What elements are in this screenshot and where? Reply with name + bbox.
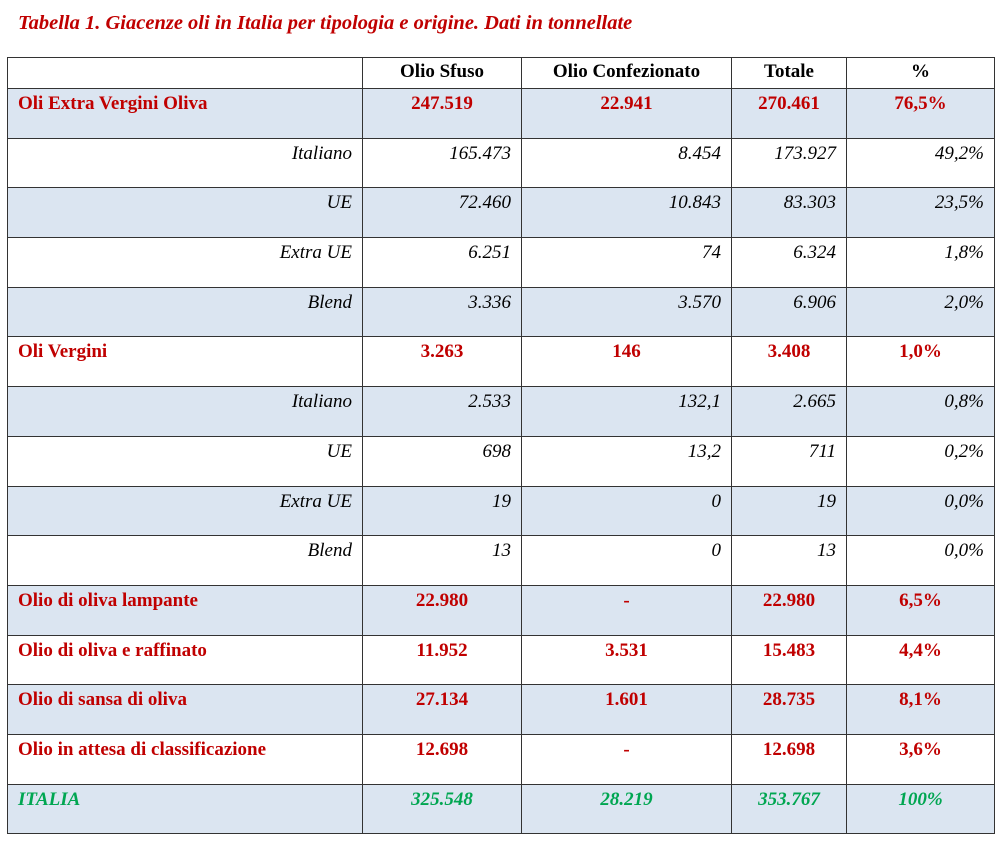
total-row: ITALIA 325.548 28.219 353.767 100% — [7, 783, 995, 835]
cell-label: Oli Extra Vergini Oliva — [7, 88, 363, 139]
cell-totale: 83.303 — [731, 187, 847, 239]
cell-olio-sfuso: 325.548 — [362, 783, 522, 835]
cell-olio-confezionato: 0 — [521, 535, 732, 586]
cell-totale: 13 — [731, 535, 847, 586]
cell-olio-confezionato: 3.570 — [521, 286, 732, 338]
cell-label: Olio di oliva e raffinato — [7, 634, 363, 686]
header-percent: % — [846, 57, 995, 89]
cell-percent: 23,5% — [846, 187, 995, 239]
cell-totale: 28.735 — [731, 684, 847, 735]
cell-olio-sfuso: 3.263 — [362, 336, 522, 388]
header-cell-empty — [7, 57, 363, 89]
cell-label: UE — [7, 187, 363, 239]
cell-olio-confezionato: 10.843 — [521, 187, 732, 239]
cell-percent: 3,6% — [846, 733, 995, 785]
cell-olio-sfuso: 27.134 — [362, 684, 522, 735]
header-row: Olio Sfuso Olio Confezionato Totale % — [7, 57, 995, 89]
cell-percent: 1,8% — [846, 237, 995, 288]
cell-label: Oli Vergini — [7, 336, 363, 388]
cell-totale: 353.767 — [731, 783, 847, 835]
cell-totale: 12.698 — [731, 733, 847, 785]
cell-olio-confezionato: 3.531 — [521, 634, 732, 686]
cell-olio-confezionato: 132,1 — [521, 386, 732, 437]
cell-percent: 8,1% — [846, 684, 995, 735]
header-totale: Totale — [731, 57, 847, 89]
cell-olio-sfuso: 22.980 — [362, 584, 522, 636]
table-caption: Tabella 1. Giacenze oli in Italia per ti… — [18, 12, 633, 34]
origin-row: Italiano 165.473 8.454 173.927 49,2% — [7, 137, 995, 189]
cell-percent: 0,2% — [846, 435, 995, 487]
cell-percent: 76,5% — [846, 88, 995, 139]
origin-row: Extra UE 6.251 74 6.324 1,8% — [7, 237, 995, 288]
origin-row: Extra UE 19 0 19 0,0% — [7, 485, 995, 537]
cell-percent: 1,0% — [846, 336, 995, 388]
cell-totale: 3.408 — [731, 336, 847, 388]
cell-label: Extra UE — [7, 485, 363, 537]
cell-label: Olio di sansa di oliva — [7, 684, 363, 735]
cell-olio-confezionato: - — [521, 733, 732, 785]
cell-percent: 49,2% — [846, 137, 995, 189]
category-row: Oli Extra Vergini Oliva 247.519 22.941 270.… — [7, 88, 995, 139]
category-row: Olio di sansa di oliva 27.134 1.601 28.735 8… — [7, 684, 995, 735]
category-row: Olio di oliva lampante 22.980-22.980 6,5% — [7, 584, 995, 636]
cell-olio-sfuso: 2.533 — [362, 386, 522, 437]
cell-olio-confezionato: 22.941 — [521, 88, 732, 139]
cell-totale: 15.483 — [731, 634, 847, 686]
cell-olio-confezionato: 8.454 — [521, 137, 732, 189]
cell-olio-sfuso: 698 — [362, 435, 522, 487]
cell-percent: 2,0% — [846, 286, 995, 338]
cell-olio-sfuso: 11.952 — [362, 634, 522, 686]
origin-row: Blend 3.336 3.570 6.906 2,0% — [7, 286, 995, 338]
origin-row: Blend 13 0 13 0,0% — [7, 535, 995, 586]
cell-olio-confezionato: 28.219 — [521, 783, 732, 835]
cell-totale: 711 — [731, 435, 847, 487]
cell-percent: 6,5% — [846, 584, 995, 636]
header-olio-sfuso: Olio Sfuso — [362, 57, 522, 89]
category-row: Olio di oliva e raffinato 11.952 3.531 15.4… — [7, 634, 995, 686]
cell-label: Italiano — [7, 137, 363, 189]
cell-olio-confezionato: 13,2 — [521, 435, 732, 487]
cell-totale: 22.980 — [731, 584, 847, 636]
category-row: Oli Vergini 3.263 146 3.408 1,0% — [7, 336, 995, 388]
cell-olio-sfuso: 3.336 — [362, 286, 522, 338]
origin-row: UE 72.460 10.843 83.303 23,5% — [7, 187, 995, 239]
cell-label: Olio di oliva lampante — [7, 584, 363, 636]
cell-olio-confezionato: 146 — [521, 336, 732, 388]
cell-olio-sfuso: 13 — [362, 535, 522, 586]
cell-percent: 0,8% — [846, 386, 995, 437]
stocks-table: Olio Sfuso Olio Confezionato Totale % Ol… — [7, 57, 995, 835]
cell-olio-sfuso: 12.698 — [362, 733, 522, 785]
cell-olio-confezionato: - — [521, 584, 732, 636]
cell-olio-sfuso: 247.519 — [362, 88, 522, 139]
cell-olio-sfuso: 6.251 — [362, 237, 522, 288]
cell-olio-sfuso: 72.460 — [362, 187, 522, 239]
cell-totale: 6.906 — [731, 286, 847, 338]
cell-label: ITALIA — [7, 783, 363, 835]
cell-olio-confezionato: 0 — [521, 485, 732, 537]
cell-percent: 0,0% — [846, 535, 995, 586]
cell-label: Italiano — [7, 386, 363, 437]
cell-olio-sfuso: 165.473 — [362, 137, 522, 189]
cell-label: UE — [7, 435, 363, 487]
cell-label: Extra UE — [7, 237, 363, 288]
cell-totale: 19 — [731, 485, 847, 537]
cell-totale: 6.324 — [731, 237, 847, 288]
cell-olio-sfuso: 19 — [362, 485, 522, 537]
cell-percent: 4,4% — [846, 634, 995, 686]
category-row: Olio in attesa di classificazione 12.698-… — [7, 733, 995, 785]
origin-row: UE 698 13,2 711 0,2% — [7, 435, 995, 487]
cell-totale: 2.665 — [731, 386, 847, 437]
origin-row: Italiano 2.533 132,1 2.665 0,8% — [7, 386, 995, 437]
cell-olio-confezionato: 1.601 — [521, 684, 732, 735]
cell-percent: 0,0% — [846, 485, 995, 537]
cell-totale: 270.461 — [731, 88, 847, 139]
cell-label: Olio in attesa di classificazione — [7, 733, 363, 785]
cell-percent: 100% — [846, 783, 995, 835]
cell-label: Blend — [7, 286, 363, 338]
header-olio-confezionato: Olio Confezionato — [521, 57, 732, 89]
cell-totale: 173.927 — [731, 137, 847, 189]
cell-olio-confezionato: 74 — [521, 237, 732, 288]
cell-label: Blend — [7, 535, 363, 586]
